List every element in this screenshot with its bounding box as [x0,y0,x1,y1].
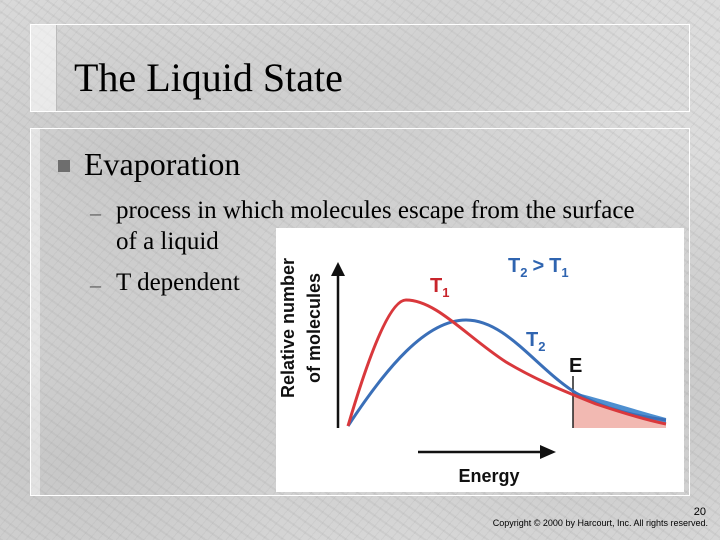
title-accent-bar [30,24,57,112]
title-frame [30,24,690,112]
temperature-relation: T2 > T1 [508,255,569,280]
y-axis-label-line2: of molecules [304,273,324,383]
energy-distribution-figure: Energy Relative number of molecules T2 > T… [276,228,684,492]
figure-svg: Energy Relative number of molecules T2 > T… [278,255,667,486]
y-axis-arrowhead-icon [331,262,345,276]
sub-bullet-process-line2: of a liquid [116,228,219,256]
page-number: 20 [693,506,706,518]
t1-curve-label: T1 [430,275,449,300]
t2-curve-label: T2 [526,329,545,354]
dash-bullet-icon: – [90,272,101,297]
body-accent-bar [30,128,40,496]
x-axis-label: Energy [458,466,519,486]
copyright-notice: Copyright © 2000 by Harcourt, Inc. All r… [492,518,708,528]
slide-title: The Liquid State [74,55,343,100]
bullet-square-icon [58,160,70,172]
body-frame [30,128,690,496]
bullet-evaporation: Evaporation [84,146,241,182]
threshold-label: E [569,355,582,377]
dash-bullet-icon: – [90,200,101,225]
x-axis-arrowhead-icon [540,445,556,459]
sub-bullet-t-dependent: T dependent [116,269,240,296]
y-axis-label-line1: Relative number [278,258,298,398]
t1-curve [346,298,667,427]
sub-bullet-process-line1: process in which molecules escape from t… [116,197,635,224]
sub-bullet-process: process in which molecules escape from t… [116,195,635,258]
